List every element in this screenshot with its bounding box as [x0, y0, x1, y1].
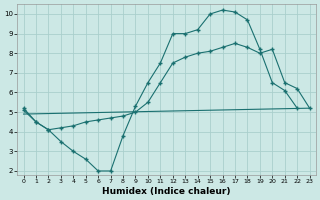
X-axis label: Humidex (Indice chaleur): Humidex (Indice chaleur) — [102, 187, 231, 196]
